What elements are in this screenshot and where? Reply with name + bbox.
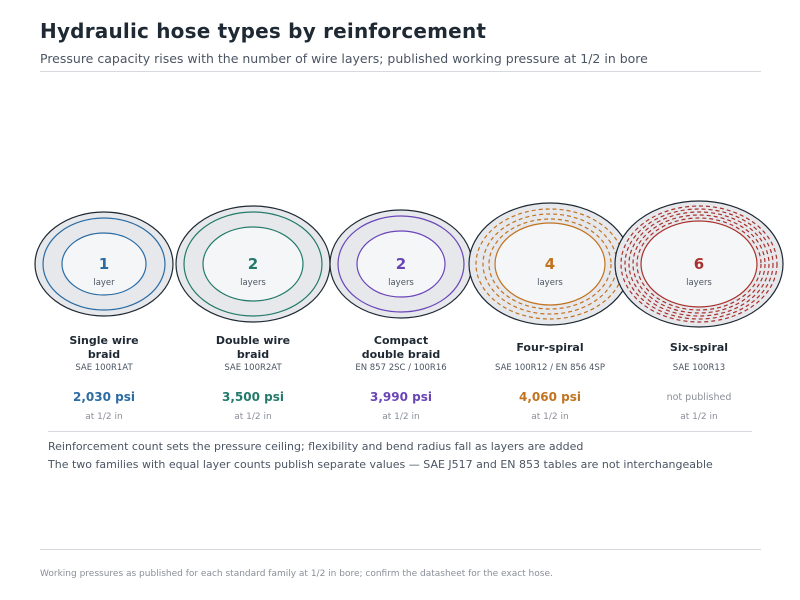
bore-note: at 1/2 in (234, 412, 272, 422)
reinforcement-layer-1 (337, 215, 465, 313)
header-divider (40, 71, 761, 72)
layer-count-unit: layers (388, 278, 414, 288)
spiral-layer-1 (620, 205, 778, 323)
hose-name: Single wire braid (69, 334, 139, 361)
note-line-2: The two families with equal layer counts… (48, 458, 713, 471)
hose-section-single-braid: 1 layer (34, 211, 174, 317)
spiral-layer-2 (624, 208, 774, 320)
footer-note: Working pressures as published for each … (40, 569, 553, 579)
working-pressure: 3,990 psi (370, 390, 432, 404)
hose-inner-tube (640, 220, 758, 308)
page-subtitle: Pressure capacity rises with the number … (40, 51, 648, 66)
bore-note: at 1/2 in (382, 412, 420, 422)
layer-count-unit: layers (240, 278, 266, 288)
hose-standard: EN 857 2SC / 100R16 (355, 363, 447, 373)
hose-standard: SAE 100R13 (672, 363, 726, 373)
hose-section-four-spiral: 4 layers (468, 202, 632, 326)
layer-count: 1 (99, 255, 109, 273)
hose-name: Double wire braid (215, 334, 291, 361)
hose-section-compact-double-braid: 2 layers (329, 209, 473, 319)
spiral-layer-3 (488, 218, 612, 310)
spiral-layer-3 (628, 211, 770, 317)
note-line-1: Reinforcement count sets the pressure ce… (48, 440, 584, 453)
bore-note: at 1/2 in (531, 412, 569, 422)
hose-name: Compact double braid (361, 334, 441, 361)
layer-count: 2 (248, 255, 258, 273)
spiral-layer-5 (636, 217, 762, 311)
hose-inner-tube (202, 226, 304, 302)
footer-divider (40, 549, 761, 550)
hose-name: Six-spiral (669, 341, 729, 354)
working-pressure: not published (666, 392, 732, 403)
layer-count-unit: layers (537, 278, 563, 288)
working-pressure: 4,060 psi (519, 390, 581, 404)
bore-note: at 1/2 in (680, 412, 718, 422)
spiral-layer-4 (632, 214, 766, 314)
layer-count: 2 (396, 255, 406, 273)
hose-inner-tube (356, 230, 446, 298)
layer-count: 6 (694, 255, 704, 273)
layer-count-unit: layer (93, 278, 115, 288)
reinforcement-layer-1 (183, 211, 323, 317)
hose-inner-tube (494, 222, 606, 306)
reinforcement-layer-1 (42, 217, 166, 311)
hose-standard: SAE 100R1AT (75, 363, 133, 373)
hose-name: Four-spiral (516, 341, 584, 354)
notes-divider (48, 431, 752, 432)
working-pressure: 3,500 psi (222, 390, 284, 404)
layer-count: 4 (545, 255, 555, 273)
bore-note: at 1/2 in (85, 412, 123, 422)
hose-standard: SAE 100R2AT (224, 363, 282, 373)
working-pressure: 2,030 psi (73, 390, 135, 404)
hose-inner-tube (61, 232, 147, 296)
layer-count-unit: layers (686, 278, 712, 288)
hose-section-double-braid: 2 layers (175, 205, 331, 323)
hose-standard: SAE 100R12 / EN 856 4SP (495, 363, 605, 373)
page-title: Hydraulic hose types by reinforcement (40, 19, 487, 43)
hose-section-six-spiral: 6 layers (614, 200, 784, 328)
hose-cross-section-diagram: 1 layer 2 layers 2 layers 4 layers 6 lay… (34, 200, 784, 328)
